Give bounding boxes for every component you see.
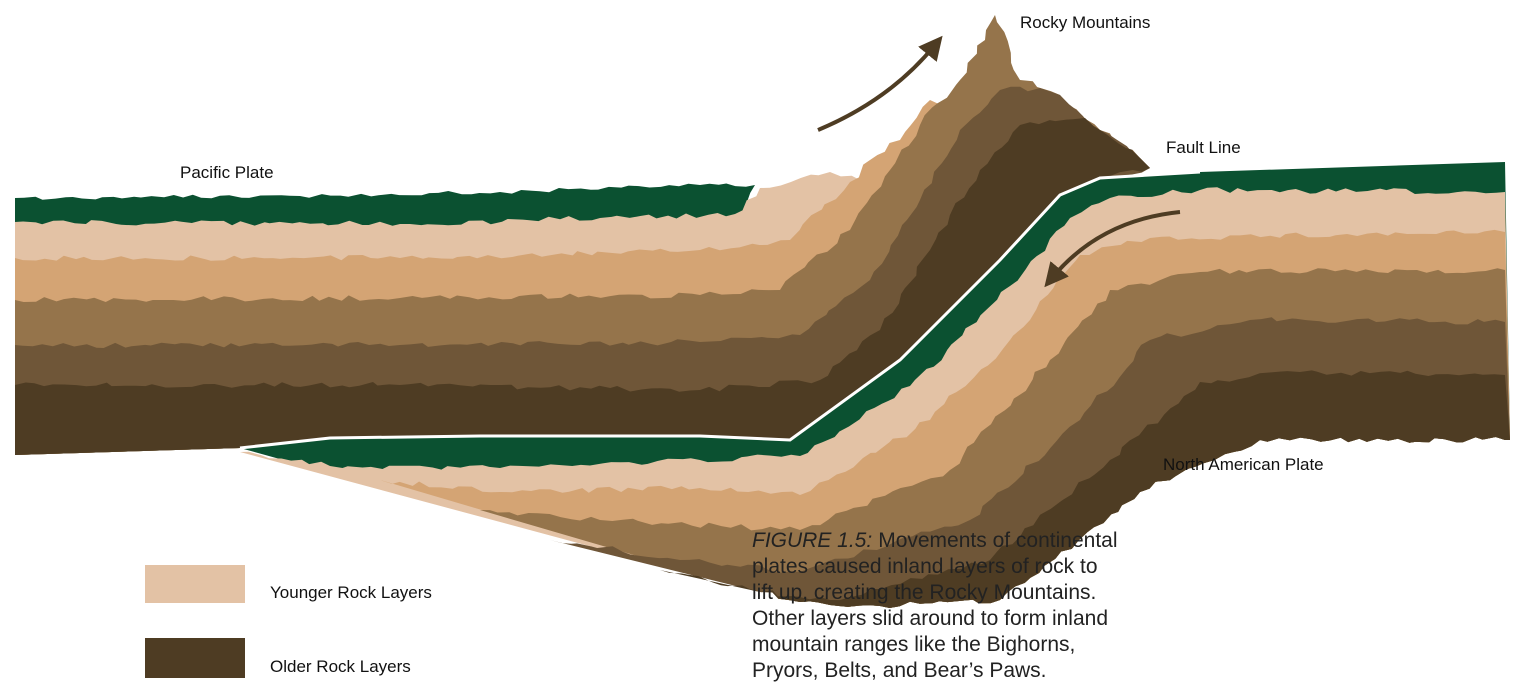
legend-label: Younger Rock Layers: [270, 583, 432, 602]
figure: Rocky Mountains Pacific Plate Fault Line…: [0, 0, 1526, 682]
north-american-plate-label: North American Plate: [1163, 455, 1324, 474]
caption-line: mountain ranges like the Bighorns,: [752, 633, 1075, 656]
caption-line: lift up, creating the Rocky Mountains.: [752, 581, 1096, 604]
rock-layers: [15, 15, 1510, 608]
pacific-plate-label: Pacific Plate: [180, 163, 274, 182]
caption-line: FIGURE 1.5: Movements of continental: [752, 529, 1118, 552]
caption-line: Pryors, Belts, and Bear’s Paws.: [752, 659, 1047, 682]
legend-label: Older Rock Layers: [270, 657, 411, 676]
caption-line: plates caused inland layers of rock to: [752, 555, 1098, 578]
caption-label: FIGURE 1.5:: [752, 529, 872, 552]
rocky-mountains-label: Rocky Mountains: [1020, 13, 1150, 32]
page: Rocky Mountains Pacific Plate Fault Line…: [0, 0, 1526, 682]
legend-swatch-younger: [145, 565, 245, 603]
legend-swatch-older: [145, 638, 245, 678]
fault-line-label: Fault Line: [1166, 138, 1241, 157]
caption-line: Other layers slid around to form inland: [752, 607, 1108, 630]
caption-text: Movements of continental: [878, 529, 1117, 552]
